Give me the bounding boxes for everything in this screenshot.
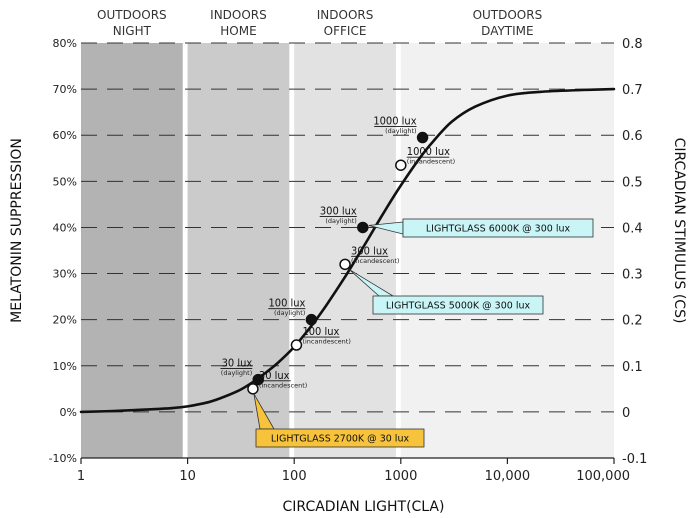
y-left-tick-6: 50% (53, 175, 77, 188)
zone-label-2-line2: OFFICE (324, 24, 367, 38)
point-3-incandescent (290, 339, 303, 351)
y-right-tick-8: 0.7 (622, 83, 643, 98)
x-tick-2: 100 (282, 469, 307, 484)
y-right-tick-5: 0.4 (622, 221, 643, 236)
point-layer (247, 131, 429, 395)
x-tick-0: 1 (77, 469, 85, 484)
zone-label-1-line2: HOME (220, 24, 256, 38)
y-left-tick-5: 40% (53, 221, 77, 234)
point-1-incandescent (247, 383, 259, 395)
point-6-daylight (416, 131, 429, 144)
point-label-lux-2: 100 lux (268, 297, 305, 310)
callout-1: LIGHTGLASS 5000K @ 300 lux (348, 268, 544, 315)
y-left-tick-4: 30% (53, 268, 77, 281)
x-axis-title: CIRCADIAN LIGHT(CLA) (283, 499, 445, 515)
y-right-tick-6: 0.5 (622, 175, 643, 190)
x-tick-4: 10,000 (485, 469, 531, 484)
y-right-tick-4: 0.3 (622, 268, 643, 283)
point-label-source-5: (incandescent) (351, 257, 399, 265)
point-label-lux-4: 300 lux (320, 204, 357, 217)
zone-label-3-line1: OUTDOORS (473, 8, 543, 22)
y-right-axis-title: CIRCADIAN STIMULUS (CS) (671, 138, 687, 324)
y-left-axis-title: MELATONIN SUPPRESSION (9, 138, 25, 323)
zone-label-1-line1: INDOORS (210, 8, 267, 22)
y-right-tick-2: 0.1 (622, 360, 643, 375)
curve-layer (79, 87, 616, 414)
zones-layer: OUTDOORS NIGHT INDOORS HOME INDOORS OFFICE OUT… (81, 8, 614, 458)
point-label-source-4: (daylight) (325, 217, 356, 225)
callout-box-1 (372, 295, 544, 315)
axes-layer: -10% 0% 10% 20% 30% 40% 50% 60% 70% 80% -0.1 0 0.1 0.… (9, 37, 687, 515)
point-4-daylight (357, 221, 369, 234)
point-label-source-6: (daylight) (385, 127, 416, 135)
zone-label-3-line2: DAYTIME (481, 24, 533, 38)
point-label-lux-5: 300 lux (351, 244, 388, 257)
y-left-tick-1: 0% (60, 406, 77, 419)
callout-box-0 (402, 218, 594, 238)
label-layer: 30 lux(daylight) 30 lux(incandescent)100 … (220, 115, 455, 389)
point-0-daylight (252, 373, 264, 386)
callout-text-1: LIGHTGLASS 5000K @ 300 lux (386, 301, 531, 312)
y-left-tick-0: -10% (49, 452, 77, 465)
point-label-source-0: (daylight) (221, 369, 252, 377)
zone-band-1 (187, 43, 290, 458)
y-left-tick-3: 20% (53, 314, 77, 327)
point-label-lux-1: 30 lux (259, 369, 290, 382)
zone-band-3 (400, 43, 614, 458)
zone-label-2-line1: INDOORS (317, 8, 374, 22)
y-right-tick-7: 0.6 (622, 129, 643, 144)
y-left-tick-8: 70% (53, 83, 77, 96)
point-label-lux-7: 1000 lux (407, 145, 450, 158)
point-label-lux-0: 30 lux (222, 357, 253, 370)
callout-layer: LIGHTGLASS 6000K @ 300 lux LIGHTGLASS 500… (253, 218, 594, 448)
y-left-tick-9: 80% (53, 37, 77, 50)
zone-label-0-line1: OUTDOORS (97, 8, 167, 22)
callout-box-2 (255, 428, 425, 448)
point-5-incandescent (339, 258, 351, 271)
y-left-tick-7: 60% (53, 129, 77, 142)
zone-band-2 (294, 43, 396, 458)
y-right-tick-9: 0.8 (622, 37, 643, 52)
melatonin-curve (79, 87, 616, 414)
point-label-source-1: (incandescent) (259, 381, 307, 389)
x-tick-1: 10 (179, 469, 196, 484)
zone-label-0-line2: NIGHT (113, 24, 152, 38)
callout-text-0: LIGHTGLASS 6000K @ 300 lux (426, 224, 571, 235)
point-label-source-2: (daylight) (274, 309, 305, 317)
x-tick-3: 1000 (384, 469, 417, 484)
point-label-lux-3: 100 lux (302, 325, 339, 338)
point-label-source-7: (incandescent) (407, 158, 455, 166)
callout-2: LIGHTGLASS 2700K @ 30 lux (253, 393, 425, 448)
x-tick-5: 100,000 (576, 469, 630, 484)
zone-band-0 (81, 43, 183, 458)
y-right-tick-1: 0 (622, 406, 630, 421)
callout-text-2: LIGHTGLASS 2700K @ 30 lux (271, 434, 410, 445)
callout-0: LIGHTGLASS 6000K @ 300 lux (368, 218, 594, 238)
point-label-lux-6: 1000 lux (373, 115, 416, 128)
y-left-tick-2: 10% (53, 360, 77, 373)
y-right-tick-0: -0.1 (622, 452, 647, 467)
point-7-incandescent (395, 159, 407, 171)
y-right-tick-3: 0.2 (622, 314, 643, 329)
point-label-source-3: (incandescent) (302, 338, 350, 346)
point-2-daylight (305, 313, 318, 326)
